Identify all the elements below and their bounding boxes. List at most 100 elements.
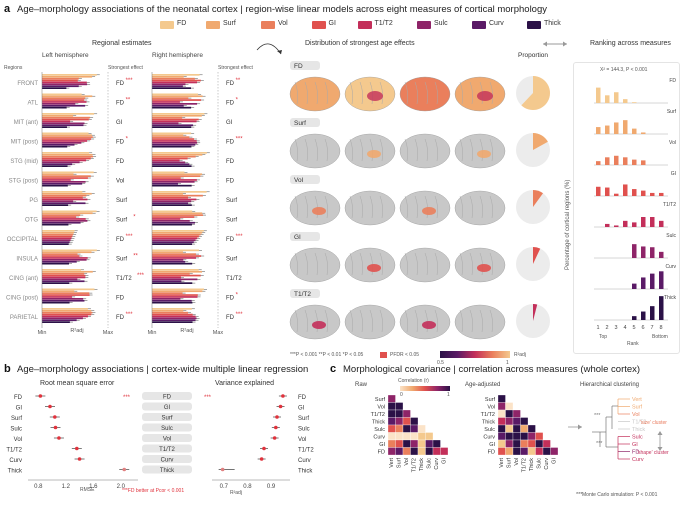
- rmse-row-label: GI: [16, 406, 23, 412]
- matrix-row-label: Curv: [483, 435, 495, 441]
- brain-sulcus: [304, 81, 308, 105]
- region-bar: [42, 276, 86, 279]
- strongest-effect-label: FD: [226, 315, 235, 321]
- ranking-ylabel: Percentage of cortical regions (%): [565, 179, 571, 270]
- rank-bar: [614, 225, 619, 227]
- region-bar: [152, 159, 180, 162]
- region-bar: [42, 274, 86, 277]
- proportion-pie-slice: [533, 247, 541, 264]
- strongest-effect-label: FD: [226, 81, 235, 87]
- region-bar: [152, 173, 203, 176]
- legend-swatch-t1-t2: [357, 21, 372, 29]
- proportion-pie-slice: [521, 76, 550, 110]
- legend-swatch-gi: [311, 21, 326, 29]
- rank-bar: [659, 220, 664, 227]
- matrix-cell: [410, 439, 419, 448]
- region-bar: [152, 257, 197, 259]
- region-bar: [152, 85, 183, 88]
- brain-sulcus: [369, 309, 373, 333]
- region-bar: [42, 182, 83, 185]
- rank-top-label: Top: [599, 334, 608, 340]
- brain-sulcus: [359, 138, 363, 162]
- region-label: STG (post): [9, 179, 38, 185]
- matrix-col-label: Vol: [514, 458, 520, 466]
- dendrogram-leaf-label: GI: [632, 442, 638, 448]
- brain-sulcus: [304, 138, 308, 162]
- rank-bar: [632, 283, 637, 289]
- matrix-row-label: GI: [379, 442, 385, 448]
- matrix-cell: [512, 432, 521, 441]
- region-bar: [152, 81, 198, 84]
- matrix-cell: [402, 447, 411, 456]
- rank-bar: [632, 159, 637, 165]
- brain-sulcus: [469, 309, 473, 333]
- matrix-row-label: Vol: [377, 405, 385, 411]
- brain-sulcus: [414, 252, 418, 276]
- measure-pill: [142, 392, 192, 400]
- region-bar: [42, 93, 82, 96]
- region-bar: [152, 161, 186, 164]
- regional-estimates-chart: FRONT FD *** FD **ATL FD ** FD *MIT (ant) GI GIMIT…: [6, 72, 244, 335]
- brain-sulcus: [314, 309, 318, 333]
- brain-sulcus: [294, 195, 298, 219]
- matrix-cell: [402, 432, 411, 441]
- r2-tick: 0.9: [267, 484, 276, 490]
- matrix-col-label: Curv: [544, 458, 550, 470]
- brain-sulcus: [294, 309, 298, 333]
- rank-bar: [641, 277, 646, 289]
- region-bar: [152, 138, 195, 140]
- arrow-head-icon: [578, 424, 582, 430]
- brain-surface: [454, 190, 506, 226]
- rank-bar: [632, 128, 637, 134]
- significance-stars: ***: [236, 312, 244, 318]
- matrix-col-label: Surf: [397, 458, 403, 469]
- matrix-row-label: Curv: [373, 435, 385, 441]
- matrix-col-label: Thick: [529, 458, 535, 471]
- measure-pill-label: GI: [164, 405, 171, 411]
- region-bar: [152, 171, 185, 174]
- region-bar: [152, 298, 181, 300]
- brain-sulcus: [369, 138, 373, 162]
- clustering-title: Hierarchical clustering: [580, 382, 640, 388]
- brain-sulcus: [434, 138, 438, 162]
- region-bar: [42, 85, 79, 88]
- brain-sulcus: [294, 138, 298, 162]
- brain-row-pill: [290, 61, 320, 70]
- matrix-cell: [410, 447, 419, 456]
- region-bar: [152, 280, 182, 283]
- region-bar: [152, 194, 203, 197]
- brain-sulcus: [349, 138, 353, 162]
- region-bar: [42, 177, 88, 179]
- legend-label: FD: [177, 20, 187, 27]
- r2-row-label: Vol: [298, 437, 306, 443]
- brain-sulcus: [304, 195, 308, 219]
- r2-point: [272, 436, 277, 440]
- r2-tick: 0.8: [243, 484, 252, 490]
- matrix-cell: [512, 424, 521, 433]
- dendrogram-stars: ***: [596, 441, 603, 447]
- rank-bar: [659, 271, 664, 289]
- brain-sulcus: [404, 309, 408, 333]
- monte-carlo-stars: ***: [576, 492, 583, 498]
- region-bar: [42, 101, 87, 103]
- brain-effect-region: [312, 207, 326, 215]
- region-bar: [42, 159, 87, 162]
- region-bar: [42, 241, 70, 244]
- region-bar: [152, 216, 195, 218]
- measure-pill-label: Thick: [160, 468, 175, 474]
- matrix-cell: [410, 424, 419, 433]
- rmse-point: [53, 415, 57, 419]
- region-bar: [42, 233, 74, 236]
- matrix-cell: [395, 432, 404, 441]
- rank-bar: [641, 246, 646, 258]
- matrix-row-label: Surf: [485, 397, 496, 403]
- region-bar: [42, 202, 86, 205]
- region-bar: [152, 75, 184, 78]
- region-bar: [42, 243, 69, 245]
- brain-effect-region: [312, 321, 326, 329]
- brain-sulcus: [459, 252, 463, 276]
- strongest-effect-label: FD: [226, 237, 235, 243]
- region-bar: [152, 269, 199, 271]
- matrix-row-label: T1/T2: [371, 412, 385, 418]
- region-bar: [42, 198, 88, 201]
